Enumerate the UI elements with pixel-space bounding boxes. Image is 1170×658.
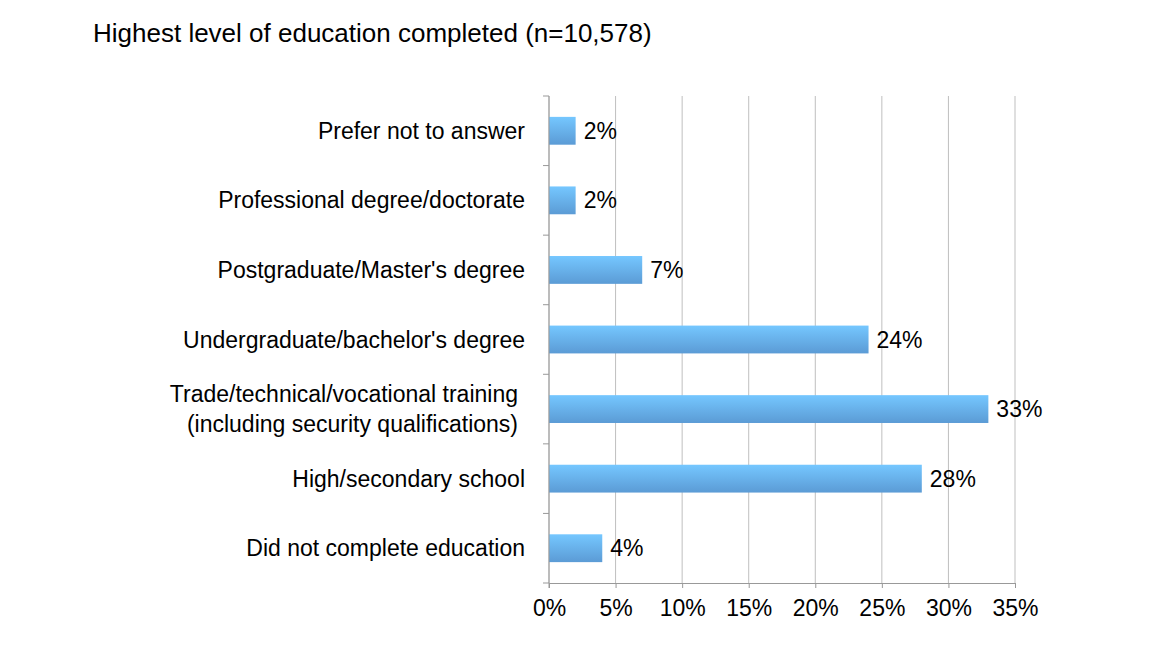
grid-line [1015,96,1016,583]
category-divider [543,96,549,97]
bar [549,326,869,354]
category-divider [543,513,549,514]
category-divider [543,443,549,444]
x-tick-mark [749,583,750,588]
x-tick: 10% [660,583,706,621]
bar [549,395,988,423]
category-axis-line [549,96,550,588]
category-label: High/secondary school [292,466,525,492]
x-tick-mark [616,583,617,588]
category-divider [543,304,549,305]
x-tick: 25% [859,583,905,621]
x-axis: 0% 5% 10% 15% 20% 25% 30% 35% [533,583,1039,621]
data-label: 7% [650,257,683,283]
category-label: Did not complete education [246,535,525,561]
bar [549,534,602,562]
data-labels: 2% 2% 7% 24% 33% 28% 4% [584,118,1043,561]
x-tick-mark [815,583,816,588]
category-divider [543,374,549,375]
x-tick: 35% [992,583,1038,621]
bar [549,186,576,214]
category-label-line: Trade/technical/vocational training [170,381,518,407]
data-label: 33% [996,396,1042,422]
x-tick-label: 30% [926,595,972,621]
category-label-line: Undergraduate/bachelor's degree [183,327,525,353]
chart-title: Highest level of education completed (n=… [93,18,652,48]
x-tick-label: 10% [660,595,706,621]
category-label-line: High/secondary school [292,466,525,492]
category-label-line: Prefer not to answer [318,118,525,144]
category-label-line: Did not complete education [246,535,525,561]
category-label-line: (including security qualifications) [187,411,518,437]
data-label: 4% [610,535,643,561]
chart: Highest level of education completed (n=… [0,0,1170,658]
category-divider [543,235,549,236]
category-label: Undergraduate/bachelor's degree [183,327,525,353]
x-axis-line [550,583,1016,584]
x-tick-mark [948,583,949,588]
x-tick-mark [682,583,683,588]
x-tick-label: 5% [599,595,632,621]
x-tick-mark [549,583,550,588]
grid [549,96,1015,583]
category-label: Postgraduate/Master's degree [218,257,525,283]
bars [549,117,988,562]
x-tick: 5% [599,583,632,621]
x-tick-label: 15% [726,595,772,621]
category-label: Trade/technical/vocational training (incl… [170,381,518,437]
data-label: 28% [930,466,976,492]
category-divider [543,583,549,584]
x-tick: 30% [926,583,972,621]
x-tick-mark [882,583,883,588]
x-tick-label: 20% [793,595,839,621]
x-tick-label: 35% [992,595,1038,621]
data-label: 2% [584,118,617,144]
category-label-line: Professional degree/doctorate [218,187,525,213]
x-tick-label: 25% [859,595,905,621]
category-divider [543,165,549,166]
x-tick-label: 0% [533,595,566,621]
data-label: 2% [584,187,617,213]
grid-line [948,96,949,583]
data-label: 24% [877,327,923,353]
bar [549,117,576,145]
category-label: Prefer not to answer [318,118,525,144]
category-label-line: Postgraduate/Master's degree [218,257,525,283]
x-tick: 20% [793,583,839,621]
x-tick: 15% [726,583,772,621]
category-label: Professional degree/doctorate [218,187,525,213]
x-tick-mark [1015,583,1016,588]
bar [549,465,922,493]
x-tick: 0% [533,583,566,621]
bar [549,256,642,284]
